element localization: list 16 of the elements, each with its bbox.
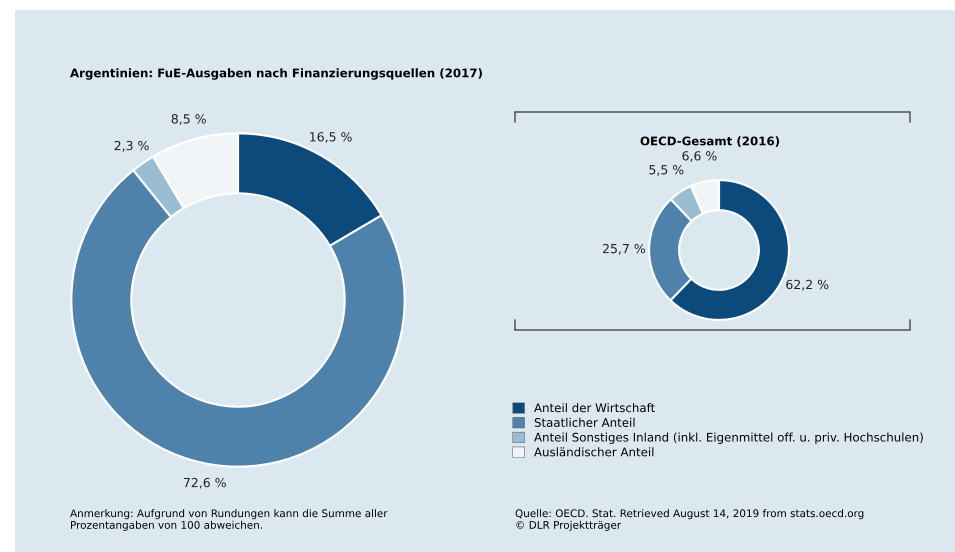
legend-label: Anteil der Wirtschaft (534, 403, 655, 412)
chart-title: Argentinien: FuE-Ausgaben nach Finanzierungsquellen (2017) (70, 68, 482, 80)
data-label: 16,5 % (310, 132, 352, 143)
data-label: 6,6 % (682, 151, 717, 162)
data-label: 5,5 % (649, 165, 684, 176)
data-label: 8,5 % (172, 114, 206, 125)
data-label: 62,2 % (786, 280, 828, 290)
data-label: 2,3 % (114, 140, 149, 152)
legend-label: Ausländischer Anteil (534, 447, 654, 456)
legend-label: Anteil Sonstiges Inland (inkl. Eigenmittel off. u. priv. Hochschulen) (534, 432, 923, 444)
source-note: Quelle: OECD. Stat. Retrieved August 14, 2019 from stats.oecd.org © DLR Projektträger (516, 509, 864, 531)
text: Anmerkung: Aufgrund von Rundungen kann die Summe aller Prozentangaben von 100 abweichen. (70, 509, 388, 531)
data-label: 25,7 % (602, 244, 646, 255)
data-label: 72,6 % (184, 478, 226, 489)
chart-title: OECD-Gesamt (2016) (640, 136, 780, 147)
legend-label: Staatlicher Anteil (534, 418, 634, 427)
